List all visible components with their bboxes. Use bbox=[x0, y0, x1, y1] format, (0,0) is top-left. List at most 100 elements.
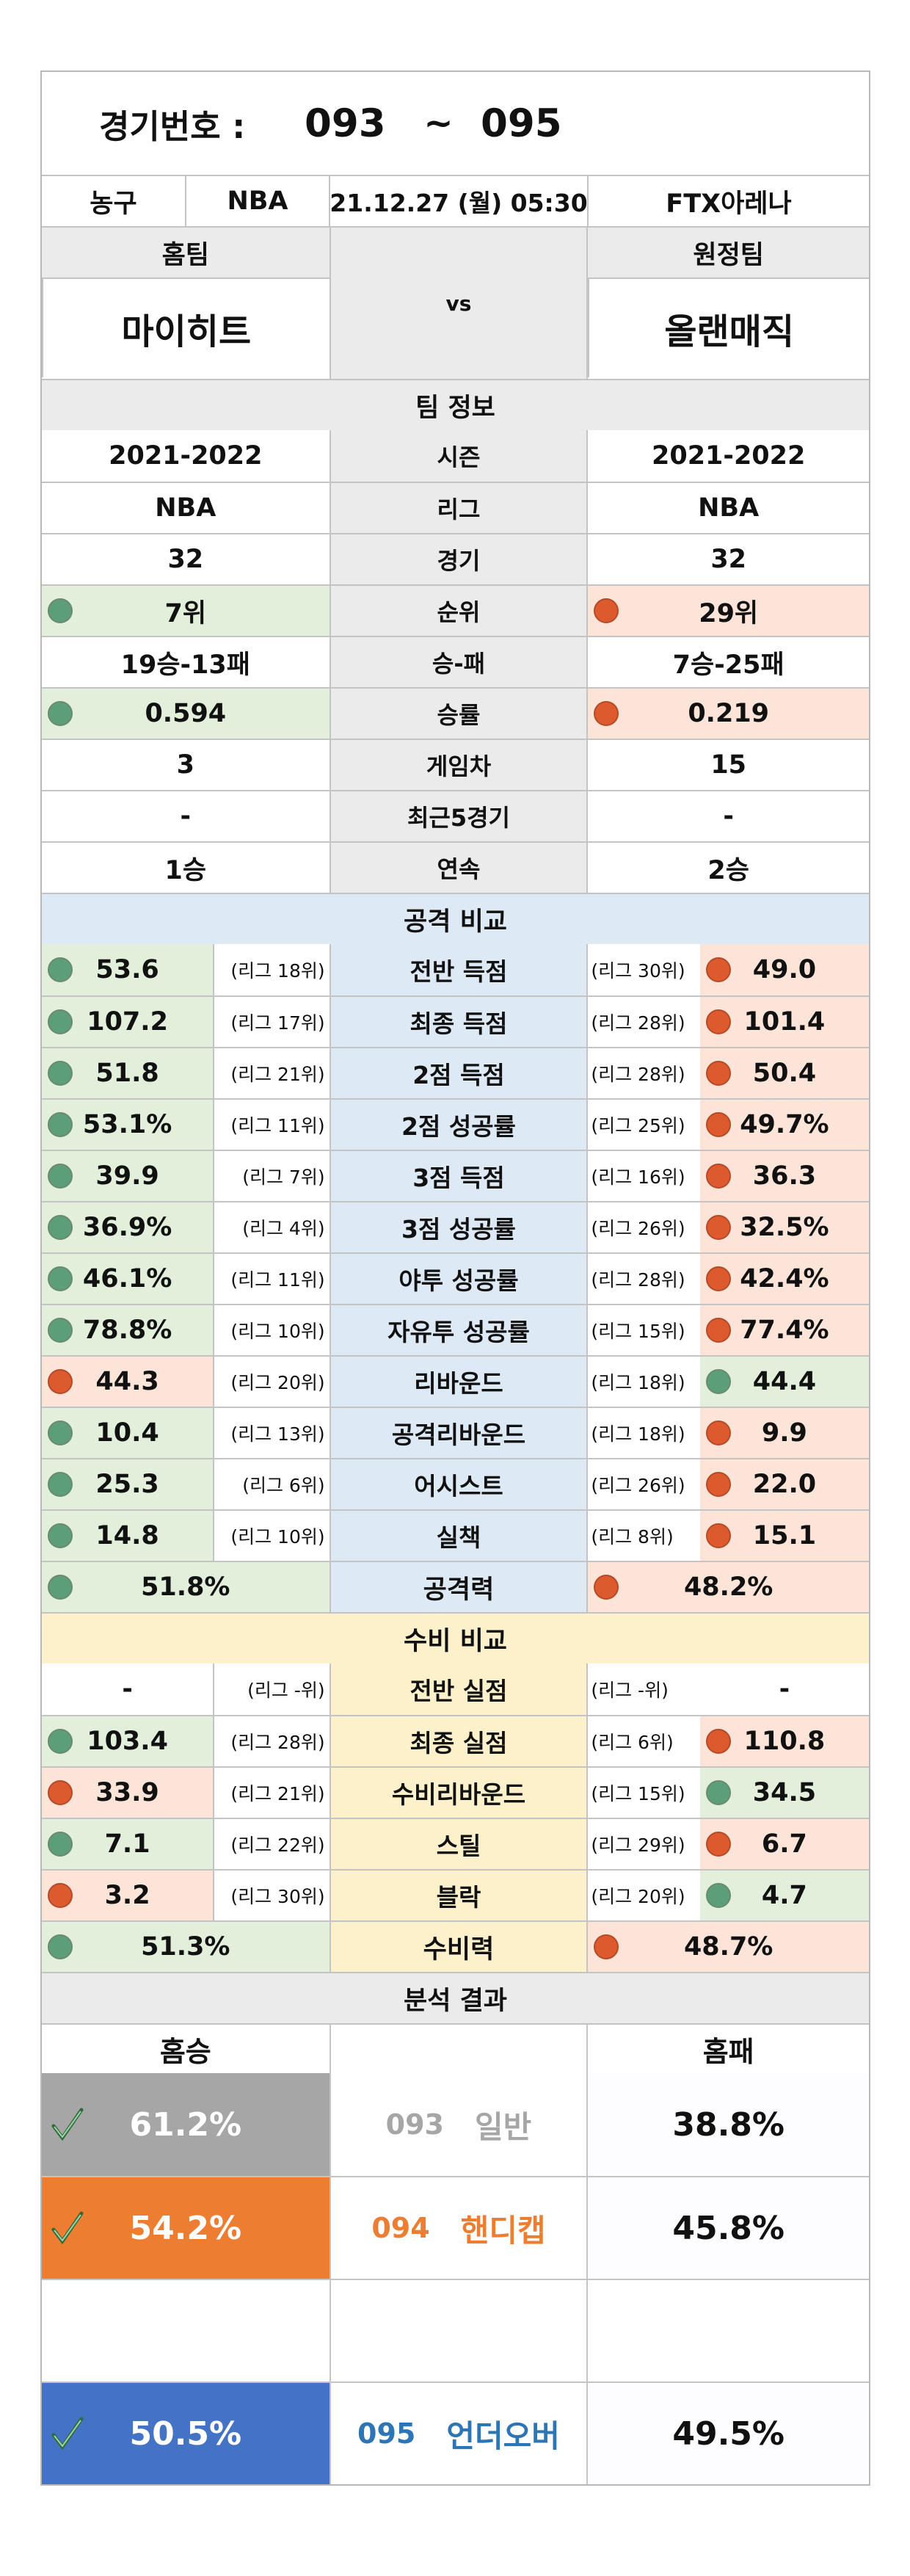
attack-away-value: 49.0 bbox=[699, 944, 869, 995]
attack-stat-label: 3점 성공률 bbox=[329, 1202, 587, 1252]
team-info-away-value: 7승-25패 bbox=[586, 637, 869, 687]
attack-away-rank: (리그 28위) bbox=[586, 1048, 699, 1098]
team-info-label: 시즌 bbox=[329, 430, 587, 482]
attack-row: 25.3 (리그 6위) 어시스트 (리그 26위) 22.0 bbox=[42, 1458, 869, 1509]
team-info-away-value: 2승 bbox=[586, 843, 869, 893]
attack-home-rank: (리그 20위) bbox=[213, 1357, 329, 1407]
bet-number: 093 bbox=[385, 2108, 444, 2141]
attack-away-value: 36.3 bbox=[699, 1151, 869, 1201]
team-info-row: 3 게임차 15 bbox=[42, 739, 869, 790]
value-text: 2승 bbox=[707, 855, 749, 885]
analysis-bet-type: 093 일반 bbox=[329, 2073, 587, 2176]
value-text: 61.2% bbox=[129, 2105, 242, 2144]
attack-away-value: 22.0 bbox=[699, 1459, 869, 1509]
attack-home-value: 14.8 bbox=[42, 1511, 214, 1561]
value-text: 0.594 bbox=[145, 699, 227, 728]
value-text: 1승 bbox=[164, 855, 207, 885]
defense-home-value: 33.9 bbox=[42, 1768, 214, 1818]
team-info-label: 게임차 bbox=[329, 740, 587, 790]
defense-home-rank: (리그 28위) bbox=[213, 1716, 329, 1766]
value-text: 9.9 bbox=[761, 1418, 807, 1448]
value-text: 7.1 bbox=[104, 1829, 150, 1859]
home-win-label: 홈승 bbox=[159, 2035, 211, 2068]
green-status-dot-icon bbox=[48, 1266, 73, 1291]
defense-row: 3.2 (리그 30위) 블락 (리그 20위) 4.7 bbox=[42, 1869, 869, 1920]
team-info-row: 1승 연속 2승 bbox=[42, 841, 869, 893]
defense-away-rank: (리그 6위) bbox=[586, 1716, 699, 1766]
attack-stat-label: 공격리바운드 bbox=[329, 1408, 587, 1458]
value-text: 14.8 bbox=[95, 1521, 159, 1550]
red-status-dot-icon bbox=[48, 1369, 73, 1394]
bet-type-label: 핸디캡 bbox=[460, 2212, 546, 2249]
attack-row: 10.4 (리그 13위) 공격리바운드 (리그 18위) 9.9 bbox=[42, 1407, 869, 1458]
green-status-dot-icon bbox=[48, 1215, 73, 1240]
value-text: 6.7 bbox=[761, 1829, 807, 1859]
analysis-home-loss: 45.8% bbox=[586, 2177, 869, 2279]
defense-total-home: 51.3% bbox=[42, 1922, 330, 1972]
attack-total-home: 51.8% bbox=[42, 1562, 330, 1612]
team-info-home-value: - bbox=[42, 791, 330, 841]
value-text: 15.1 bbox=[752, 1521, 817, 1550]
analysis-row: 61.2% 093 일반 38.8% bbox=[42, 2073, 869, 2176]
attack-home-value: 36.9% bbox=[42, 1202, 214, 1252]
attack-stat-label: 3점 득점 bbox=[329, 1151, 587, 1201]
team-info-row: 7위 순위 29위 bbox=[42, 584, 869, 636]
value-text: 44.3 bbox=[95, 1367, 159, 1396]
header-row: 경기번호 : 093 ~ 095 bbox=[42, 72, 869, 175]
attack-total-row: 51.8% 공격력 48.2% bbox=[42, 1561, 869, 1612]
attack-home-value: 44.3 bbox=[42, 1357, 214, 1407]
match-from: 093 bbox=[305, 101, 386, 146]
attack-home-value: 25.3 bbox=[42, 1459, 214, 1509]
value-text: 49.0 bbox=[752, 955, 817, 984]
green-status-dot-icon bbox=[48, 1472, 73, 1497]
red-status-dot-icon bbox=[48, 1883, 73, 1908]
team-info-label: 경기 bbox=[329, 534, 587, 584]
attack-home-value: 46.1% bbox=[42, 1254, 214, 1304]
defense-row: 33.9 (리그 21위) 수비리바운드 (리그 15위) 34.5 bbox=[42, 1766, 869, 1818]
attack-stat-label: 실책 bbox=[329, 1511, 587, 1561]
defense-home-rank: (리그 30위) bbox=[213, 1871, 329, 1920]
value-text: 42.4% bbox=[740, 1264, 829, 1294]
value-text: 34.5 bbox=[752, 1778, 817, 1807]
team-info-row: 2021-2022 시즌 2021-2022 bbox=[42, 430, 869, 482]
value-text: 36.9% bbox=[82, 1213, 172, 1242]
defense-away-value: 6.7 bbox=[699, 1819, 869, 1869]
defense-table: - (리그 -위) 전반 실점 (리그 -위) -103.4 (리그 28위) 최종 실점(… bbox=[42, 1663, 869, 1920]
attack-away-value: 9.9 bbox=[699, 1408, 869, 1458]
red-status-dot-icon bbox=[705, 1523, 731, 1548]
attack-home-value: 53.1% bbox=[42, 1100, 214, 1150]
defense-stat-label: 최종 실점 bbox=[329, 1716, 587, 1766]
attack-away-value: 50.4 bbox=[699, 1048, 869, 1098]
red-status-dot-icon bbox=[705, 1318, 731, 1343]
value-text: 25.3 bbox=[95, 1470, 159, 1499]
value-text: 39.9 bbox=[95, 1161, 159, 1191]
team-info-row: 19승-13패 승-패 7승-25패 bbox=[42, 636, 869, 687]
value-text: - bbox=[122, 1675, 133, 1704]
check-icon bbox=[49, 2104, 86, 2145]
value-text: 50.5% bbox=[129, 2414, 242, 2453]
analysis-bet-type: 094 핸디캡 bbox=[329, 2177, 587, 2279]
team-info-home-value: 2021-2022 bbox=[42, 430, 330, 482]
home-loss-label: 홈패 bbox=[586, 2025, 869, 2073]
value-text: 101.4 bbox=[743, 1007, 826, 1037]
defense-total-away: 48.7% bbox=[586, 1922, 869, 1972]
team-info-row: 0.594 승률 0.219 bbox=[42, 687, 869, 739]
team-info-label: 승률 bbox=[329, 689, 587, 739]
check-icon bbox=[49, 2207, 86, 2249]
attack-home-rank: (리그 18위) bbox=[213, 944, 329, 995]
team-info-label: 최근5경기 bbox=[329, 791, 587, 841]
red-status-dot-icon bbox=[705, 1832, 731, 1857]
attack-home-rank: (리그 10위) bbox=[213, 1511, 329, 1561]
red-status-dot-icon bbox=[594, 598, 619, 623]
value-text: 49.7% bbox=[740, 1110, 829, 1139]
defense-away-rank: (리그 20위) bbox=[586, 1871, 699, 1920]
defense-home-value: - bbox=[42, 1663, 213, 1715]
green-status-dot-icon bbox=[48, 1061, 73, 1086]
attack-stat-label: 2점 성공률 bbox=[329, 1100, 587, 1150]
value-text: NBA bbox=[155, 493, 216, 523]
attack-title: 공격 비교 bbox=[42, 894, 869, 944]
analysis-title: 분석 결과 bbox=[42, 1973, 869, 2023]
value-text: 22.0 bbox=[752, 1470, 817, 1499]
match-datetime: 21.12.27 (월) 05:30 bbox=[328, 176, 588, 226]
attack-away-rank: (리그 18위) bbox=[586, 1408, 699, 1458]
